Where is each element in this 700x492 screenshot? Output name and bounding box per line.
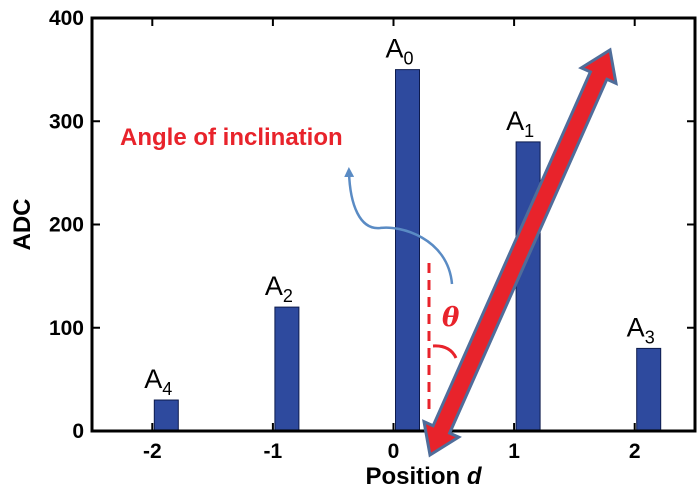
y-tick-label: 200 [49, 214, 84, 237]
bar-label: A1 [506, 106, 534, 141]
bar [515, 141, 541, 432]
x-axis-title-variable: d [467, 463, 483, 490]
bar [153, 399, 179, 432]
y-axis-title: ADC [9, 199, 36, 251]
y-tick-label: 300 [49, 110, 84, 133]
y-tick-label: 0 [72, 420, 84, 443]
bar [636, 347, 662, 432]
inclination-arrow [422, 47, 618, 458]
y-tick-label: 400 [49, 7, 84, 30]
theta-symbol: θ [442, 303, 460, 333]
bar-label: A3 [627, 312, 655, 347]
x-tick-label: -2 [143, 440, 162, 463]
x-tick-label: 2 [629, 440, 641, 463]
x-axis-title: Position d [365, 463, 482, 490]
bar-label: A0 [385, 34, 413, 69]
annotation-text: Angle of inclination [120, 124, 343, 151]
x-axis-title-text: Position [365, 463, 466, 490]
angle-arc [432, 344, 458, 359]
x-tick-label: -1 [264, 440, 283, 463]
bar-label: A2 [265, 271, 293, 306]
bar-label: A4 [144, 364, 172, 399]
bar [395, 69, 420, 432]
x-tick-label: 0 [388, 440, 400, 463]
y-tick-label: 100 [49, 317, 84, 340]
bar [274, 306, 300, 432]
x-tick-label: 1 [508, 440, 520, 463]
curved-arrow [344, 167, 454, 285]
